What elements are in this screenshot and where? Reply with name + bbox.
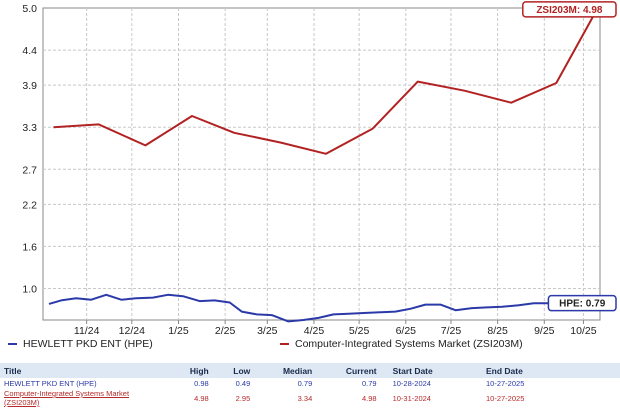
end-label-zsi203m: ZSI203M: 4.98	[522, 1, 617, 18]
col-title: Title	[0, 363, 168, 378]
cell-end-date: 10-27-2025	[486, 379, 525, 388]
legend-label-zsi203m: Computer-Integrated Systems Market (ZSI2…	[295, 338, 523, 350]
x-tick-label: 9/25	[534, 325, 555, 337]
y-tick-label: 2.2	[22, 199, 37, 211]
y-tick-label: 3.3	[22, 122, 37, 134]
x-tick-label: 7/25	[441, 325, 462, 337]
cell-low: 0.49	[235, 379, 251, 388]
cell-high: 4.98	[194, 393, 209, 403]
legend-item-zsi203m: Computer-Integrated Systems Market (ZSI2…	[280, 338, 523, 350]
cell-title[interactable]: Computer-Integrated Systems Market (ZSI2…	[0, 389, 168, 407]
y-tick-label: 3.9	[22, 80, 37, 92]
series-lines	[48, 8, 598, 323]
end-label-box	[547, 294, 617, 312]
x-tick-label: 2/25	[215, 325, 236, 337]
cell-start-date: 10-31-2024	[392, 393, 431, 403]
x-tick-label: 6/25	[396, 325, 417, 337]
line-chart: 5.0 4.4 3.9 3.3 2.7 2.2 1.6 1.0 11/24 12/24 1/25 2…	[22, 1, 617, 337]
x-tick-label: 10/25	[570, 325, 596, 337]
end-label-text: ZSI203M: 4.98	[536, 5, 603, 16]
cell-start-date: 10-28-2024	[392, 379, 431, 388]
legend-label-hpe: HEWLETT PKD ENT (HPE)	[23, 338, 153, 350]
legend-swatch-hpe	[8, 343, 17, 346]
series-line-hpe	[48, 293, 598, 323]
end-label-hpe: HPE: 0.79	[547, 294, 617, 312]
col-current: Current	[316, 363, 381, 378]
y-tick-label: 2.7	[22, 164, 37, 176]
legend-swatch-zsi203m	[280, 343, 289, 346]
plot-frame	[42, 7, 601, 321]
cell-end-date: 10-27-2025	[486, 393, 525, 403]
cell-high: 0.98	[194, 379, 209, 388]
table-header-row: Title High Low Median Current Start Date…	[0, 363, 620, 378]
col-end-date: End Date	[474, 363, 620, 378]
y-tick-label: 1.0	[22, 283, 37, 295]
x-tick-label: 1/25	[168, 325, 189, 337]
summary-table: Title High Low Median Current Start Date…	[0, 363, 620, 407]
table-row: Computer-Integrated Systems Market (ZSI2…	[0, 389, 620, 407]
cell-median: 3.34	[297, 393, 313, 403]
y-axis: 5.0 4.4 3.9 3.3 2.7 2.2 1.6 1.0	[22, 3, 37, 295]
end-label-box	[522, 1, 617, 18]
col-median: Median	[254, 363, 317, 378]
series-line-zsi203m	[53, 8, 598, 155]
x-tick-label: 11/24	[74, 325, 100, 337]
y-tick-label: 1.6	[22, 241, 37, 253]
col-start-date: Start Date	[380, 363, 474, 378]
col-high: High	[168, 363, 213, 378]
x-tick-label: 5/25	[349, 325, 370, 337]
cell-current: 4.98	[361, 393, 377, 403]
x-tick-label: 4/25	[304, 325, 325, 337]
grid	[43, 8, 600, 320]
cell-median: 0.79	[297, 379, 313, 388]
end-label-text: HPE: 0.79	[559, 299, 606, 310]
col-low: Low	[212, 363, 255, 378]
y-tick-label: 4.4	[22, 45, 37, 57]
series-link[interactable]: Computer-Integrated Systems Market (ZSI2…	[4, 389, 130, 407]
cell-current: 0.79	[361, 379, 377, 388]
x-tick-label: 12/24	[119, 325, 145, 337]
y-tick-label: 5.0	[22, 3, 37, 15]
x-tick-label: 8/25	[487, 325, 508, 337]
end-labels: ZSI203M: 4.98 HPE: 0.79	[522, 1, 617, 312]
x-tick-label: 3/25	[257, 325, 278, 337]
cell-title: HEWLETT PKD ENT (HPE)	[4, 379, 97, 388]
cell-low: 2.95	[235, 393, 251, 403]
x-axis: 11/24 12/24 1/25 2/25 3/25 4/25 5/25 6/25 7/25 8/…	[74, 320, 597, 337]
legend-item-hpe: HEWLETT PKD ENT (HPE)	[8, 338, 153, 350]
table-row: HEWLETT PKD ENT (HPE) 0.98 0.49 0.79 0.7…	[0, 378, 620, 389]
